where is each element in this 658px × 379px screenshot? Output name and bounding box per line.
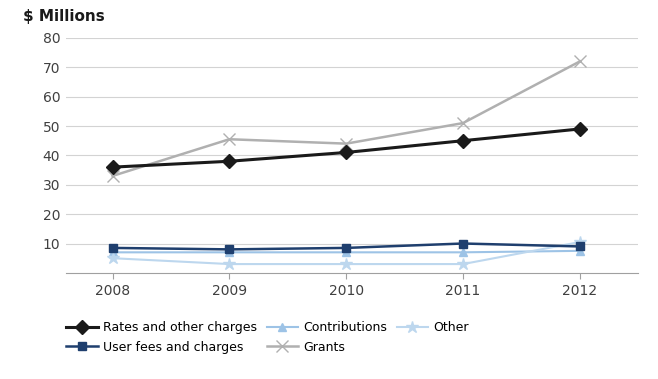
Text: $ Millions: $ Millions <box>23 9 105 24</box>
Legend: Rates and other charges, User fees and charges, Contributions, Grants, Other: Rates and other charges, User fees and c… <box>66 321 468 354</box>
